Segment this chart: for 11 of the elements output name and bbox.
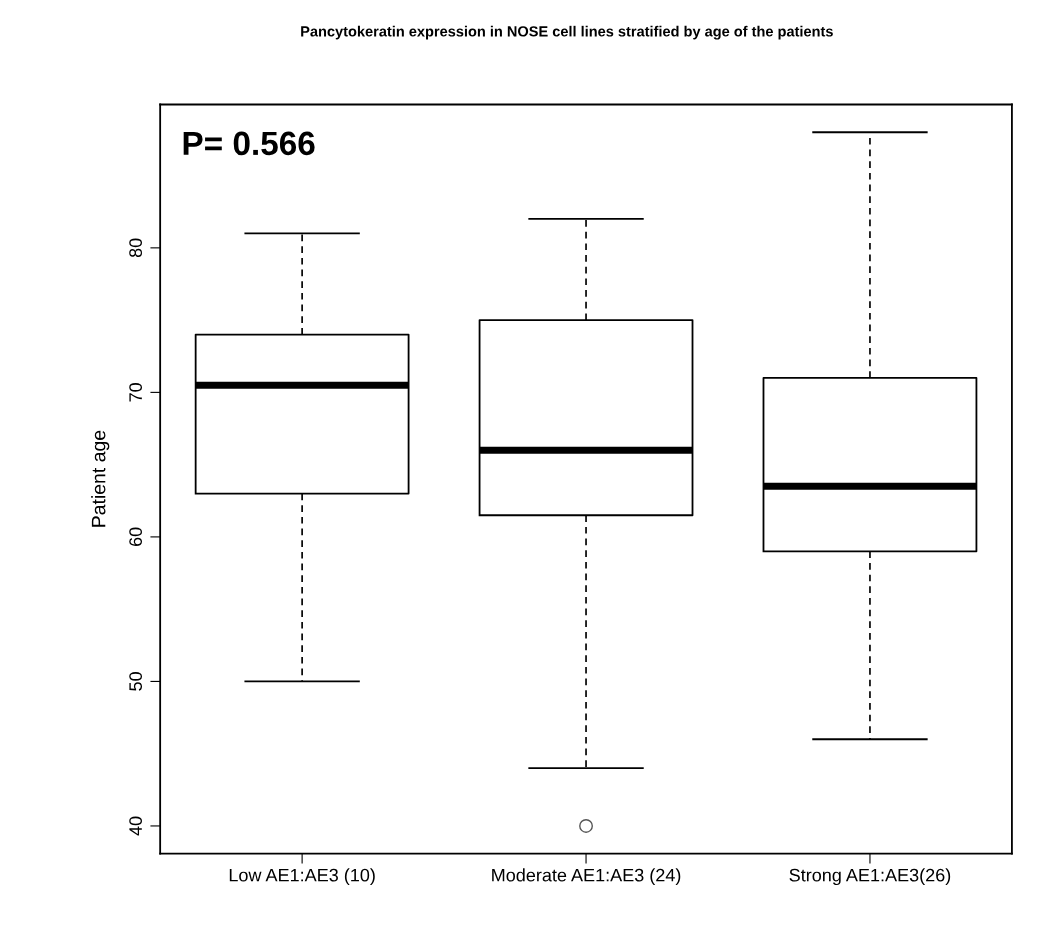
y-tick-label: 80	[129, 238, 143, 258]
y-tick-label: 60	[129, 527, 143, 547]
y-tick-label: 50	[129, 672, 143, 691]
x-tick-label: Strong AE1:AE3(26)	[789, 868, 951, 886]
annotation: P= 0.566	[183, 131, 315, 156]
x-tick-label: Low AE1:AE3 (10)	[229, 868, 375, 886]
y-axis-title: Patient age	[91, 430, 110, 527]
x-tick-label: Moderate AE1:AE3 (24)	[492, 868, 681, 886]
y-tick-label: 70	[129, 383, 143, 402]
y-tick-label: 40	[129, 816, 143, 836]
chart-title: Pancytokeratin expression in NOSE cell lines stratified by age of the patients	[301, 25, 833, 40]
